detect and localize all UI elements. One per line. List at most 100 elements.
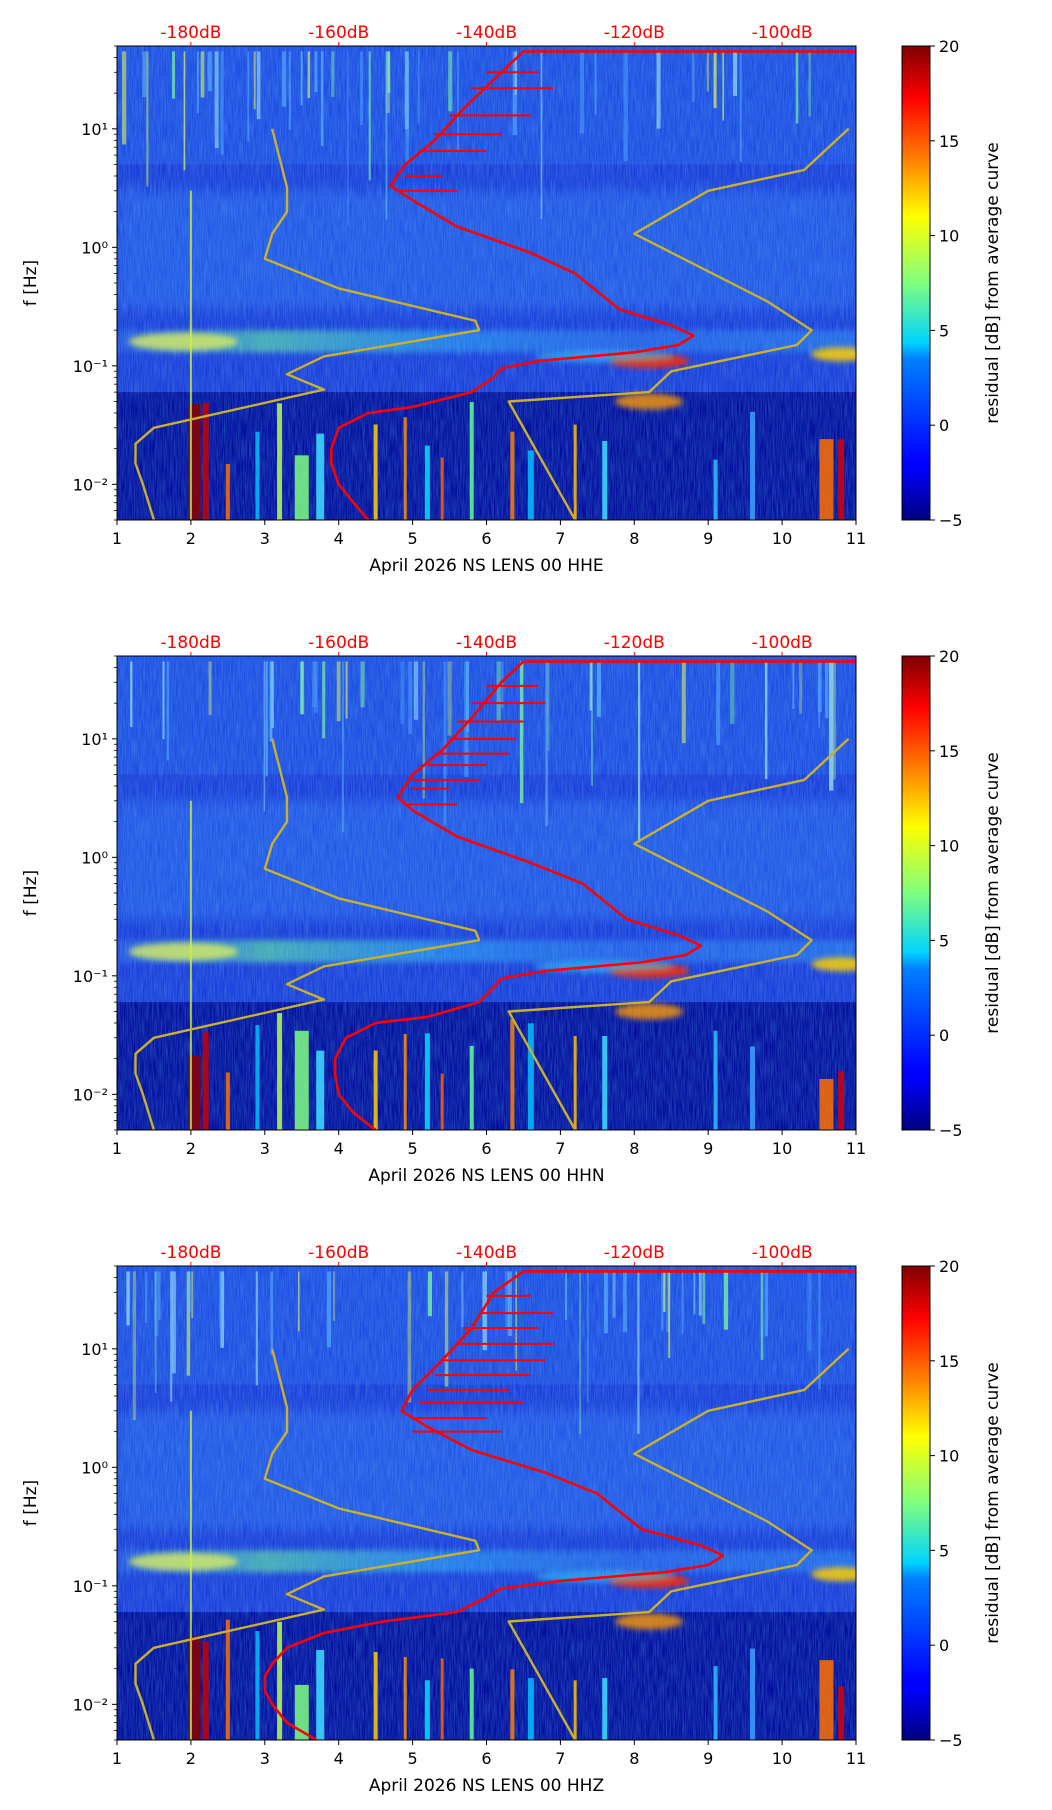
heatmap-hf-streak	[186, 1271, 191, 1376]
top-axis-label: -180dB	[160, 1243, 221, 1263]
heatmap-hf-streak	[722, 51, 725, 121]
heatmap-transient-streak	[255, 1025, 260, 1130]
chart-panel: 1 2 3 4 5 6 7 8 9 10 11 April 2026 NS LENS 00 HHN 10…	[21, 633, 1003, 1186]
heatmap-hf-streak	[130, 661, 133, 727]
heatmap-hf-streak	[622, 1271, 627, 1333]
heatmap-hf-streak	[540, 51, 543, 220]
heatmap-hf-streak	[214, 51, 219, 149]
top-axis-label: -140dB	[456, 633, 517, 653]
heatmap-hf-streak	[681, 1271, 684, 1334]
x-tick-label: 3	[260, 529, 270, 548]
heatmap-hf-streak	[207, 51, 212, 92]
heatmap-transient-streak	[255, 1631, 260, 1740]
heatmap-hf-streak	[818, 1271, 821, 1390]
x-axis-label: April 2026 NS LENS 00 HHN	[368, 1166, 604, 1186]
heatmap-hf-streak	[817, 661, 822, 713]
colorbar-tick-label: 5	[939, 931, 949, 950]
heatmap-hf-streak	[326, 1271, 332, 1348]
heatmap-hf-streak	[443, 661, 447, 826]
heatmap-transient-streak	[573, 1680, 577, 1740]
heatmap-transient-streak	[316, 1649, 325, 1740]
heatmap-hf-streak	[253, 51, 256, 110]
chart-panel: 1 2 3 4 5 6 7 8 9 10 11 April 2026 NS LENS 00 HHE 10…	[21, 23, 1003, 576]
heatmap-hf-streak	[663, 1271, 666, 1312]
x-tick-label: 7	[555, 529, 565, 548]
heatmap-transient-streak	[838, 1071, 845, 1130]
heatmap-transient-streak	[573, 1035, 577, 1130]
heatmap-transient-streak	[527, 1678, 534, 1740]
colorbar-tick-label: 0	[939, 1026, 949, 1045]
heatmap-transient-streak	[225, 464, 230, 520]
heatmap-hf-streak	[713, 51, 717, 109]
heatmap-transient-streak	[202, 1641, 209, 1740]
x-tick-label: 8	[629, 529, 639, 548]
heatmap-hf-streak	[807, 1271, 812, 1352]
y-axis-label: f [Hz]	[21, 870, 41, 916]
colorbar-tick-label: 10	[939, 227, 959, 246]
x-tick-label: 3	[260, 1749, 270, 1768]
heatmap-transient-streak	[602, 1677, 608, 1740]
top-axis-label: -100dB	[752, 1243, 813, 1263]
heatmap-hf-streak	[142, 51, 147, 98]
heatmap-hf-streak	[596, 661, 602, 717]
x-tick-label: 4	[334, 529, 344, 548]
heatmap-hf-streak	[547, 661, 550, 751]
heatmap-transient-streak	[602, 440, 608, 520]
x-tick-label: 2	[186, 1749, 196, 1768]
noise-model-low	[134, 128, 481, 520]
colorbar	[901, 1265, 931, 1741]
heatmap-hf-streak	[368, 51, 371, 181]
heatmap-transient-streak	[294, 455, 309, 520]
heatmap-transient-streak	[819, 439, 834, 520]
heatmap-hotspot	[615, 393, 684, 410]
top-axis-label: -140dB	[456, 1243, 517, 1263]
x-tick-label: 8	[629, 1749, 639, 1768]
heatmap-hf-streak	[764, 1271, 769, 1337]
heatmap-transient-streak	[440, 1658, 444, 1740]
heatmap-transient-streak	[440, 1073, 444, 1130]
y-axis-label: f [Hz]	[21, 260, 41, 306]
heatmap-hf-streak	[447, 661, 452, 736]
heatmap-hf-streak	[256, 51, 261, 120]
colorbar	[901, 45, 931, 521]
chart-panel: 1 2 3 4 5 6 7 8 9 10 11 April 2026 NS LENS 00 HHZ 10…	[21, 1243, 1003, 1796]
y-tick-label: 10⁻¹	[73, 967, 108, 986]
heatmap-hf-streak	[444, 1271, 449, 1387]
heatmap-band-primary	[117, 1550, 856, 1573]
heatmap-hf-streak	[146, 51, 149, 187]
heatmap-hf-streak	[512, 51, 517, 136]
heatmap-hf-streak	[732, 51, 738, 96]
heatmap-hf-streak	[829, 661, 834, 791]
heatmap-transient-streak	[373, 424, 378, 520]
colorbar-tick-label: −5	[939, 1731, 963, 1750]
top-axis-label: -140dB	[456, 23, 517, 43]
top-axis-label: -160dB	[308, 1243, 369, 1263]
heatmap-hf-streak	[515, 1271, 517, 1371]
heatmap-transient-streak	[510, 1669, 515, 1740]
heatmap-transient-streak	[225, 1619, 230, 1740]
heatmap-transient-streak	[469, 1045, 474, 1130]
heatmap-transient-streak	[403, 1656, 407, 1740]
average-psd-curve	[330, 50, 856, 520]
heatmap-hf-streak	[263, 661, 266, 812]
x-tick-label: 6	[481, 1139, 491, 1158]
top-axis-label: -120dB	[604, 633, 665, 653]
heatmap-hotspot	[128, 942, 239, 961]
y-tick-label: 10¹	[81, 120, 108, 139]
heatmap-transient-streak	[277, 403, 283, 520]
colorbar	[901, 655, 931, 1131]
noise-model-low	[134, 738, 481, 1130]
heatmap-transient-streak	[838, 1686, 845, 1740]
heatmap-hf-streak	[320, 51, 324, 147]
y-tick-label: 10⁻²	[73, 1695, 108, 1714]
top-axis-label: -120dB	[604, 1243, 665, 1263]
x-tick-label: 4	[334, 1749, 344, 1768]
heatmap-transient-streak	[750, 1648, 756, 1740]
heatmap-hf-streak	[307, 51, 311, 99]
heatmap-hf-streak	[172, 51, 175, 99]
heatmap-hf-streak	[637, 1271, 640, 1434]
heatmap-transient-streak	[316, 1050, 325, 1130]
heatmap-transient-streak	[819, 1078, 834, 1130]
heatmap-hf-streak	[464, 661, 469, 777]
